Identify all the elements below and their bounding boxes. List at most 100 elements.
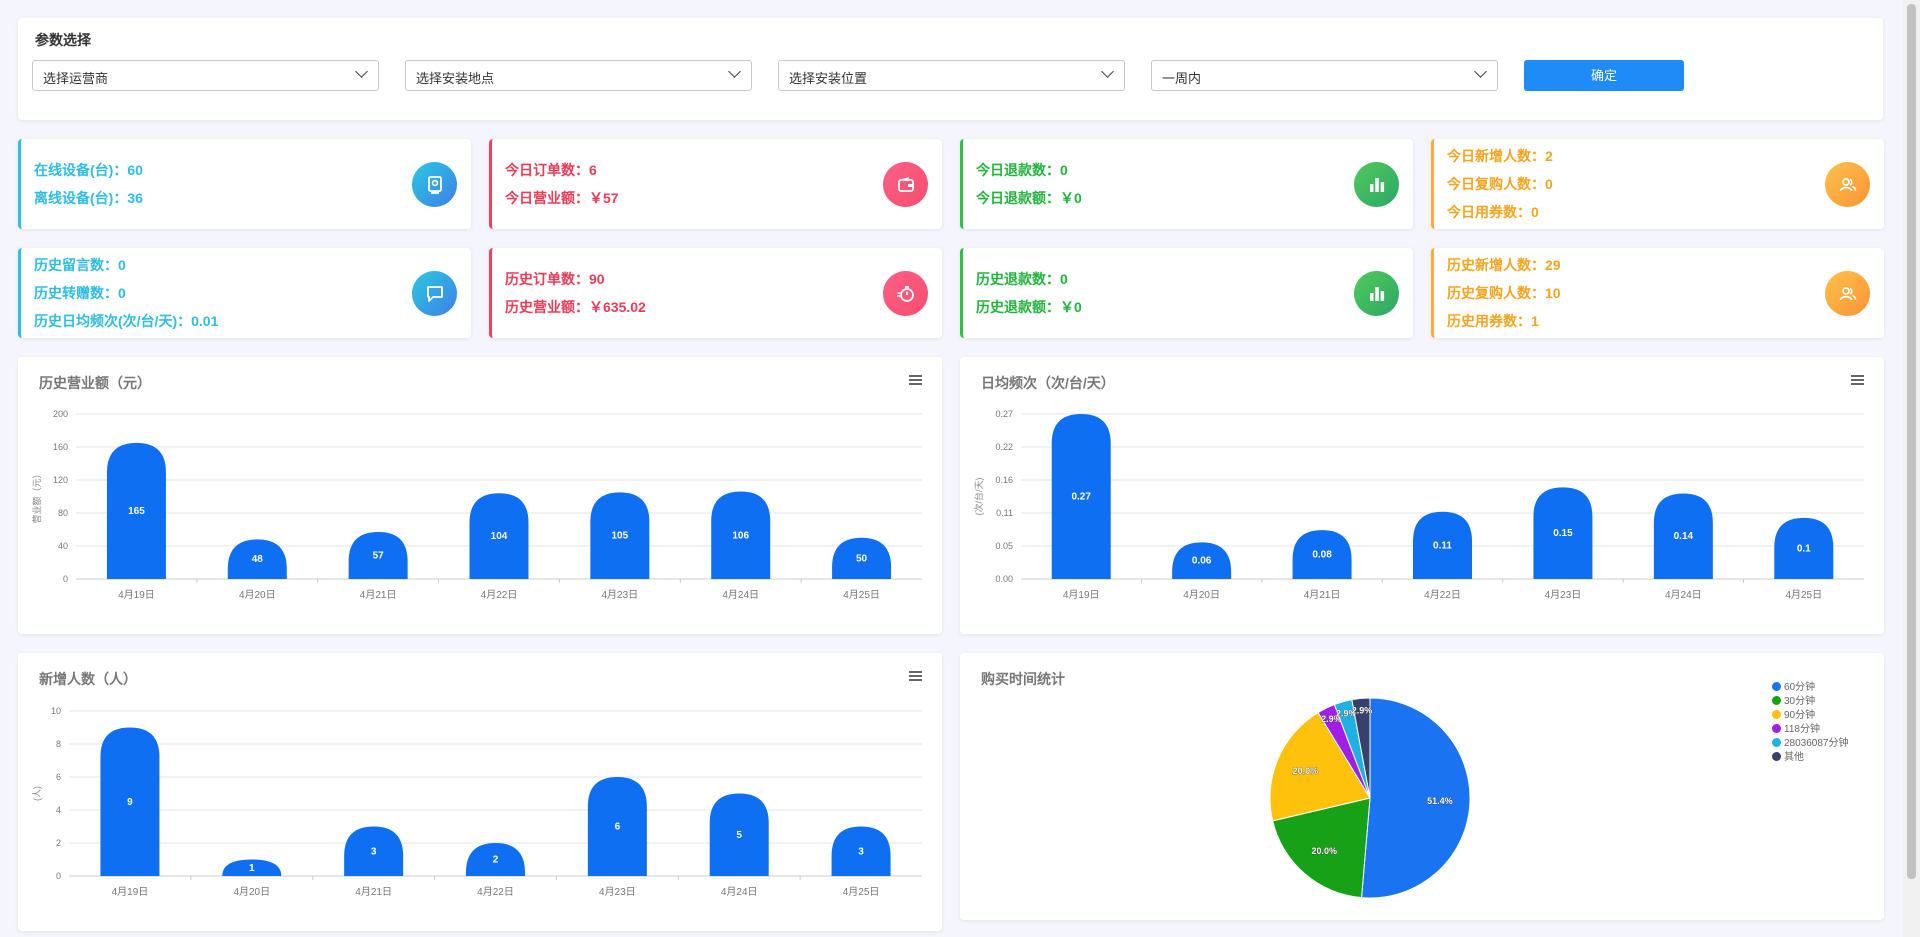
legend-item[interactable]: 60分钟 [1772, 681, 1849, 695]
confirm-button[interactable]: 确定 [1524, 60, 1684, 91]
stat-line: 今日复购人数：0 [1447, 176, 1553, 192]
stat-line: 历史订单数：90 [505, 271, 605, 287]
bar-value-label: 2 [493, 855, 499, 866]
stat-line: 历史营业额：￥635.02 [505, 299, 646, 315]
bar-value-label: 3 [371, 846, 377, 857]
stat-line: 离线设备(台)：36 [34, 190, 143, 206]
stat-card-history-messages: 历史留言数：0 历史转赠数：0 历史日均频次(次/台/天)：0.01 [18, 248, 471, 338]
stat-card-history-orders: 历史订单数：90 历史营业额：￥635.02 [489, 248, 942, 338]
chevron-down-icon [1474, 65, 1487, 78]
legend-dot-icon [1772, 738, 1781, 747]
position-select-value: 选择安装位置 [789, 71, 868, 86]
pie-slice-label: 2.9% [1352, 705, 1373, 715]
frequency-bar-chart: 0.00 0.05 0.11 0.16 0.22 0.27 (次/台/天) 0.27 4月19日… [973, 409, 1864, 601]
stat-line: 历史用券数：1 [1447, 313, 1539, 329]
location-select[interactable]: 选择安装地点 [405, 60, 752, 91]
x-tick-label: 4月21日 [360, 589, 397, 601]
menu-icon[interactable] [1851, 375, 1864, 385]
operator-select-value: 选择运营商 [43, 71, 109, 86]
stat-line: 今日用券数：0 [1447, 204, 1539, 220]
pie-legend: 60分钟 30分钟 90分钟 118分钟 28036087分钟 其他 [1772, 681, 1849, 765]
legend-item[interactable]: 90分钟 [1772, 709, 1849, 723]
stat-card-today-users: 今日新增人数：2 今日复购人数：0 今日用券数：0 [1431, 139, 1884, 229]
pie-slice [1272, 797, 1371, 899]
stat-line: 历史退款数：0 [976, 271, 1068, 287]
x-tick-label: 4月24日 [722, 589, 759, 601]
x-tick-label: 4月21日 [1304, 589, 1341, 601]
chevron-down-icon [355, 65, 368, 78]
pie-slice-label: 20.0% [1293, 766, 1319, 776]
y-tick-label: 200 [53, 409, 68, 419]
stat-card-today-orders: 今日订单数：6 今日营业额：￥57 [489, 139, 942, 229]
period-select[interactable]: 一周内 [1151, 60, 1498, 91]
bar [832, 537, 892, 579]
x-tick-label: 4月20日 [233, 886, 270, 898]
legend-item[interactable]: 28036087分钟 [1772, 737, 1849, 751]
monitor-icon [412, 162, 457, 207]
bar-value-label: 0.11 [1433, 540, 1452, 551]
x-tick-label: 4月19日 [112, 886, 149, 898]
bar-value-label: 1 [249, 863, 255, 874]
bar [709, 793, 769, 876]
frequency-chart-card: 日均频次（次/台/天） 0.00 0.05 0.11 0.16 0.22 0.27 (次/台… [960, 357, 1884, 634]
bar [1774, 517, 1834, 579]
bar-value-label: 50 [856, 553, 868, 564]
bar-value-label: 9 [127, 797, 133, 808]
bar [1172, 542, 1232, 579]
bar [348, 531, 408, 579]
chevron-down-icon [728, 65, 741, 78]
bar-value-label: 0.15 [1553, 528, 1573, 539]
bar [590, 492, 650, 579]
menu-icon[interactable] [909, 671, 922, 681]
legend-label: 30分钟 [1784, 696, 1816, 707]
position-select[interactable]: 选择安装位置 [778, 60, 1125, 91]
legend-dot-icon [1772, 724, 1781, 733]
menu-icon[interactable] [909, 375, 922, 385]
purchase-time-chart-card: 购买时间统计 51.4% 20.0% 20.0% 2.9% 2.9% 2.9% 60分钟 3… [960, 653, 1884, 920]
x-tick-label: 4月19日 [118, 589, 155, 601]
bar-value-label: 105 [612, 531, 629, 542]
x-tick-label: 4月23日 [599, 886, 636, 898]
y-tick-label: 0.27 [995, 409, 1013, 419]
chart-title: 新增人数（人） [39, 671, 137, 687]
bar-value-label: 0.06 [1192, 556, 1212, 567]
legend-item[interactable]: 118分钟 [1772, 723, 1849, 737]
legend-item[interactable]: 其他 [1772, 751, 1849, 765]
y-tick-label: 10 [51, 706, 61, 716]
bar-value-label: 48 [252, 554, 264, 565]
bar-value-label: 0.27 [1071, 492, 1091, 503]
bar [106, 442, 166, 579]
bar-chart-icon [1354, 162, 1399, 207]
stat-line: 历史留言数：0 [34, 257, 126, 273]
x-tick-label: 4月20日 [1183, 589, 1220, 601]
legend-dot-icon [1772, 752, 1781, 761]
bar [831, 826, 891, 876]
bar-chart-icon [1354, 271, 1399, 316]
pie-slice [1269, 711, 1371, 822]
y-tick-label: 0.16 [995, 475, 1013, 485]
stat-card-today-refunds: 今日退款数：0 今日退款额：￥0 [960, 139, 1413, 229]
users-icon [1825, 162, 1870, 207]
legend-dot-icon [1772, 696, 1781, 705]
chart-title: 日均频次（次/台/天） [981, 375, 1115, 391]
scrollbar-thumb[interactable] [1907, 4, 1916, 879]
filter-title: 参数选择 [35, 32, 91, 48]
bar-value-label: 6 [615, 822, 621, 833]
bar [1051, 414, 1111, 579]
bar-value-label: 3 [858, 846, 864, 857]
x-tick-label: 4月22日 [1424, 589, 1461, 601]
timer-icon [883, 271, 928, 316]
period-select-value: 一周内 [1162, 71, 1202, 86]
legend-label: 其他 [1784, 752, 1804, 763]
stat-line: 在线设备(台)：60 [34, 162, 143, 178]
x-tick-label: 4月25日 [843, 886, 880, 898]
bar [344, 826, 404, 876]
legend-item[interactable]: 30分钟 [1772, 695, 1849, 709]
stat-line: 历史退款额：￥0 [976, 299, 1082, 315]
bar-value-label: 0.1 [1797, 543, 1811, 554]
stat-card-devices: 在线设备(台)：60 离线设备(台)：36 [18, 139, 471, 229]
scrollbar[interactable] [1903, 0, 1920, 937]
operator-select[interactable]: 选择运营商 [32, 60, 379, 91]
new-users-bar-chart: 0 2 4 6 8 10 (人) 9 4月19日 1 4月20日 3 4月21日 2 4月22日 6 4月23日… [32, 706, 922, 898]
bar-value-label: 106 [732, 530, 749, 541]
